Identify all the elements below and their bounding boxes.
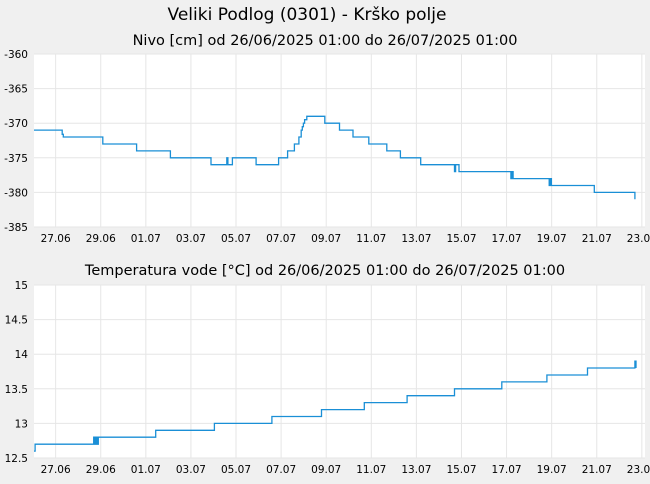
x-tick-label: 23.07 [627, 464, 650, 476]
series-line [34, 115, 636, 200]
plot-area [34, 285, 645, 458]
temperature-chart: Temperatura vode [°C] od 26/06/2025 01:0… [5, 263, 650, 476]
x-tick-label: 29.06 [86, 464, 116, 476]
x-tick-label: 27.06 [41, 464, 71, 476]
x-tick-label: 21.07 [582, 233, 612, 245]
y-tick-label: 12.5 [5, 453, 28, 465]
x-tick-label: 17.07 [492, 233, 522, 245]
x-tick-label: 01.07 [131, 464, 161, 476]
x-tick-label: 07.07 [266, 464, 296, 476]
chart-title: Temperatura vode [°C] od 26/06/2025 01:0… [84, 263, 565, 279]
x-tick-label: 15.07 [446, 233, 476, 245]
y-tick-label: -375 [4, 153, 28, 165]
y-tick-label: -370 [4, 118, 28, 130]
x-tick-label: 13.07 [401, 233, 431, 245]
x-tick-label: 11.07 [356, 464, 386, 476]
chart-title: Nivo [cm] od 26/06/2025 01:00 do 26/07/2… [133, 33, 518, 49]
x-tick-label: 21.07 [582, 464, 612, 476]
x-tick-label: 03.07 [176, 233, 206, 245]
y-tick-label: 15 [15, 280, 28, 292]
x-tick-label: 29.06 [86, 233, 116, 245]
x-tick-label: 07.07 [266, 233, 296, 245]
x-tick-label: 09.07 [311, 464, 341, 476]
y-tick-label: -360 [4, 49, 28, 61]
x-tick-label: 23.07 [627, 233, 650, 245]
x-tick-label: 27.06 [41, 233, 71, 245]
series-line [34, 360, 637, 452]
x-tick-label: 11.07 [356, 233, 386, 245]
y-tick-label: 13.5 [5, 384, 28, 396]
plot-area [34, 54, 645, 227]
x-tick-label: 03.07 [176, 464, 206, 476]
x-tick-label: 19.07 [537, 464, 567, 476]
page-title: Veliki Podlog (0301) - Krško polje [168, 5, 447, 25]
x-tick-label: 05.07 [221, 464, 251, 476]
level-chart: Nivo [cm] od 26/06/2025 01:00 do 26/07/2… [4, 33, 650, 245]
x-tick-label: 15.07 [446, 464, 476, 476]
y-tick-label: 13 [15, 418, 28, 430]
x-tick-label: 13.07 [401, 464, 431, 476]
y-tick-label: -380 [4, 187, 28, 199]
x-tick-label: 09.07 [311, 233, 341, 245]
y-tick-label: -385 [4, 222, 28, 234]
y-tick-label: 14.5 [5, 315, 28, 327]
y-tick-label: 14 [15, 349, 29, 361]
x-tick-label: 17.07 [492, 464, 522, 476]
y-tick-label: -365 [4, 84, 28, 96]
x-tick-label: 19.07 [537, 233, 567, 245]
x-tick-label: 05.07 [221, 233, 251, 245]
x-tick-label: 01.07 [131, 233, 161, 245]
